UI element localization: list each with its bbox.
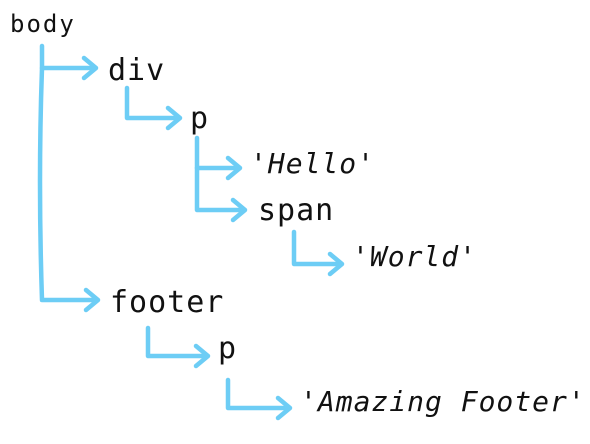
- arrowhead-p2: [193, 343, 211, 369]
- arrowhead-footer: [83, 287, 101, 313]
- node-p-in-footer: p: [218, 331, 238, 366]
- connector-body-footer: [37, 65, 99, 303]
- connector-footer-p: [145, 325, 209, 359]
- connector-div-p: [124, 85, 181, 121]
- arrowhead-hello: [225, 155, 243, 181]
- arrowhead-world: [327, 251, 345, 277]
- arrowhead-amazing: [275, 395, 293, 421]
- connector-p-amazing: [225, 377, 291, 411]
- node-text-amazing-footer: 'Amazing Footer': [300, 385, 586, 418]
- arrowhead-span: [230, 197, 248, 223]
- arrowhead-div: [81, 55, 99, 81]
- node-body: body: [10, 10, 76, 38]
- node-span: span: [258, 193, 335, 228]
- node-div: div: [108, 53, 166, 88]
- connector-p-span: [194, 165, 246, 213]
- node-footer: footer: [110, 285, 225, 320]
- connector-span-world: [291, 229, 343, 267]
- arrowhead-p1: [165, 105, 183, 131]
- node-text-hello: 'Hello': [250, 147, 376, 180]
- node-text-world: 'World': [352, 240, 478, 273]
- node-p-in-div: p: [190, 101, 210, 136]
